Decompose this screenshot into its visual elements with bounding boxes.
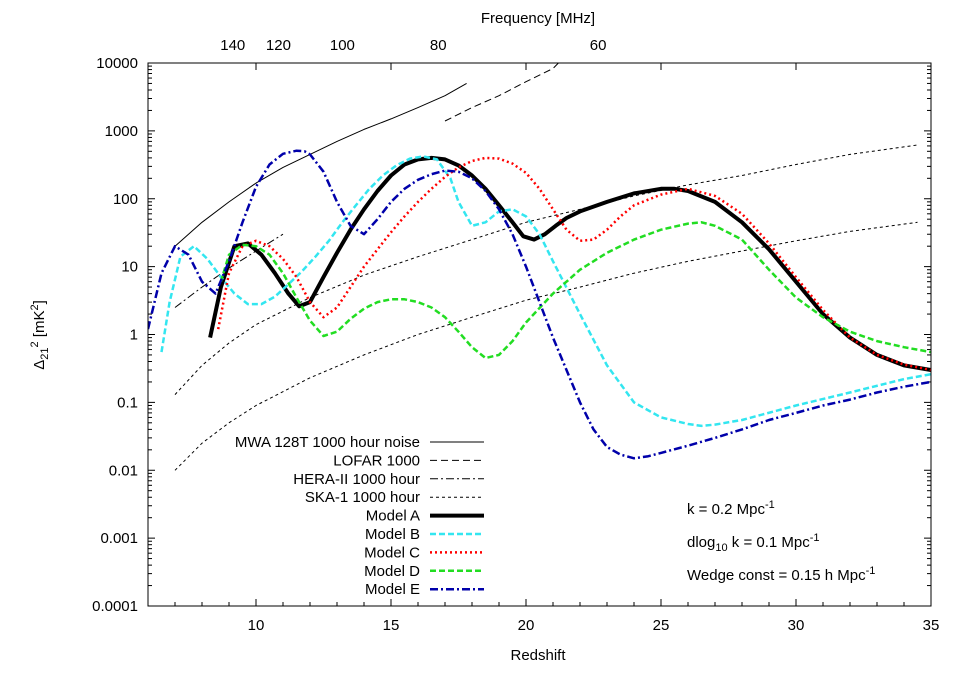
y-tick-label: 1000 xyxy=(105,123,138,140)
series-model-a-line xyxy=(208,155,931,372)
plot-area xyxy=(148,63,931,471)
annotations: k = 0.2 Mpc-1 dlog10 k = 0.1 Mpc-1 Wedge c… xyxy=(687,499,875,584)
x-tick-label: 20 xyxy=(518,617,535,634)
y-tick-label: 100 xyxy=(113,191,138,208)
top-tick-label: 140 xyxy=(220,37,245,54)
series-ska-1-1000-hour-line xyxy=(174,221,918,471)
top-tick-label: 100 xyxy=(330,37,355,54)
plot-frame xyxy=(147,62,932,607)
x-tick-label: 10 xyxy=(248,617,265,634)
top-tick-label: 120 xyxy=(266,37,291,54)
series-ska-1-1000-hour-line xyxy=(174,144,918,395)
top-tick-label: 60 xyxy=(590,37,607,54)
series-model-b-line xyxy=(160,155,931,428)
series-mwa-128t-1000-hour-noise-line xyxy=(174,82,467,247)
legend-label: Model E xyxy=(365,581,420,598)
x-tick-label: 15 xyxy=(383,617,400,634)
y-axis-label: Δ212 [mK2] xyxy=(29,300,51,370)
series-lofar-1000-line xyxy=(444,63,559,122)
series-model-d-line xyxy=(219,221,931,360)
annotation-text: k = 0.2 Mpc-1 xyxy=(687,499,775,518)
y-tick-label: 0.001 xyxy=(100,530,138,547)
annotation-text: Wedge const = 0.15 h Mpc-1 xyxy=(687,565,875,584)
legend-label: Model C xyxy=(364,544,420,561)
series-model-e-line xyxy=(148,149,931,460)
legend-label: SKA-1 1000 hour xyxy=(305,489,420,506)
y-tick-label: 10 xyxy=(121,259,138,276)
y-tick-label: 1 xyxy=(130,327,138,344)
y-tick-label: 0.0001 xyxy=(92,598,138,615)
axis-ticks: 10 15 20 25 30 35 0.0001 0.001 0.01 0.1 1 10 100 1000… xyxy=(92,37,939,634)
legend-label: MWA 128T 1000 hour noise xyxy=(235,434,420,451)
x-tick-label: 35 xyxy=(923,617,940,634)
y-tick-label: 0.1 xyxy=(117,394,138,411)
legend-label: LOFAR 1000 xyxy=(333,452,420,469)
legend-label: Model B xyxy=(365,526,420,543)
y-tick-label: 10000 xyxy=(96,55,138,72)
series-hera-ii-1000-hour-line xyxy=(174,233,284,308)
legend-label: Model A xyxy=(366,508,420,525)
top-axis-label: Frequency [MHz] xyxy=(481,10,595,27)
y-tick-label: 0.01 xyxy=(109,462,138,479)
x-tick-label: 30 xyxy=(788,617,805,634)
legend-label: Model D xyxy=(364,563,420,580)
annotation-text: dlog10 k = 0.1 Mpc-1 xyxy=(687,532,820,554)
x-tick-label: 25 xyxy=(653,617,670,634)
x-axis-label: Redshift xyxy=(510,647,566,664)
series-model-c-line xyxy=(216,156,931,372)
top-tick-label: 80 xyxy=(430,37,447,54)
legend-label: HERA-II 1000 hour xyxy=(293,471,420,488)
